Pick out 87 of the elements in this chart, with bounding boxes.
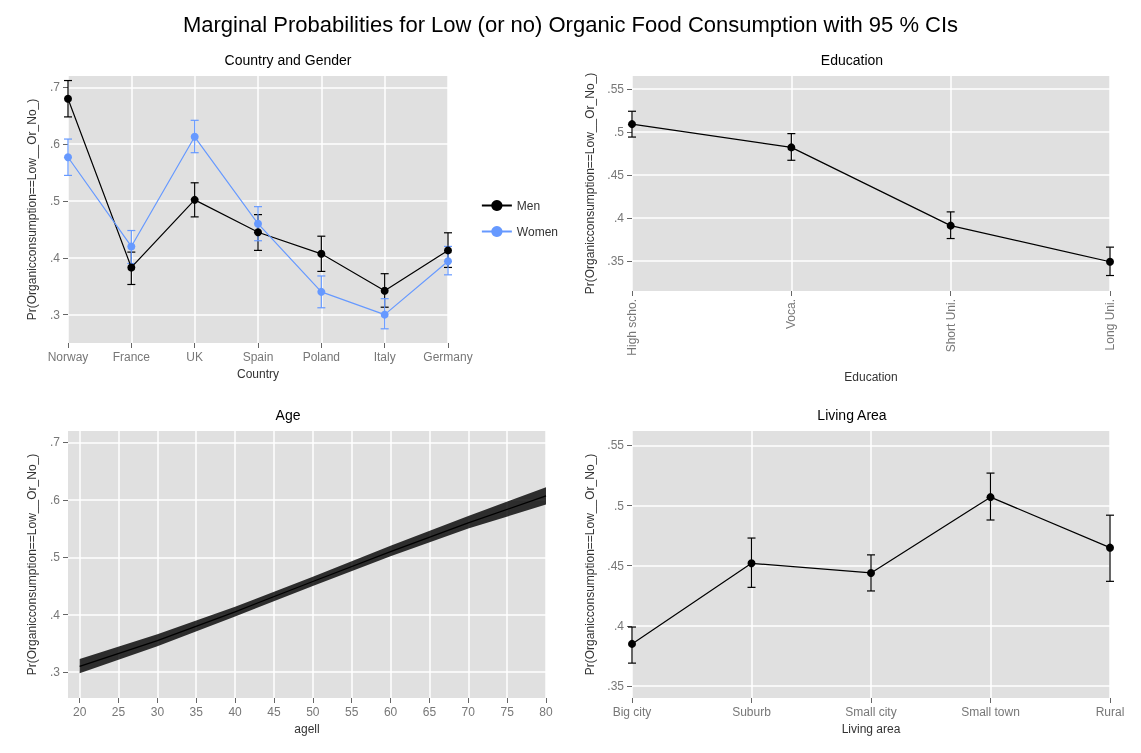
point bbox=[444, 257, 452, 266]
x-axis-title: Living area bbox=[841, 721, 901, 736]
x-tick-label: 55 bbox=[345, 705, 359, 719]
y-axis-title: Pr(Organicconsumption==Low__Or_No_) bbox=[25, 98, 39, 321]
y-tick-label: .5 bbox=[49, 193, 61, 208]
y-tick-label: .4 bbox=[49, 607, 61, 622]
x-tick-label: Poland bbox=[302, 350, 341, 364]
x-tick-label: 25 bbox=[111, 705, 126, 719]
x-tick-label: 75 bbox=[500, 705, 515, 719]
x-tick-label: Big city bbox=[612, 705, 652, 719]
x-tick-label: Small town bbox=[961, 705, 1020, 719]
point bbox=[747, 559, 756, 568]
x-tick-label: Suburb bbox=[732, 705, 772, 719]
x-tick-label: Short Uni. bbox=[943, 299, 958, 353]
x-tick-label: UK bbox=[186, 350, 203, 364]
chart-title: Living Area bbox=[817, 407, 887, 423]
point bbox=[317, 249, 326, 258]
x-axis-title: Education bbox=[844, 370, 898, 384]
text: Marginal Probabilities for Low (or no) Organic Food Consumption with 95 % CIs bbox=[181, 11, 960, 39]
point bbox=[444, 246, 452, 255]
y-tick-label: .55 bbox=[607, 81, 625, 96]
y-tick-label: .4 bbox=[49, 250, 61, 265]
x-tick-label: Spain bbox=[242, 350, 274, 364]
x-tick-label: 60 bbox=[383, 705, 398, 719]
y-tick-label: .55 bbox=[607, 438, 625, 453]
x-tick-label: 80 bbox=[539, 705, 553, 719]
y-tick-label: .3 bbox=[49, 307, 61, 322]
y-tick-label: .4 bbox=[613, 210, 625, 225]
point bbox=[64, 94, 72, 103]
point bbox=[628, 120, 636, 129]
point bbox=[190, 195, 199, 204]
x-tick-label: Norway bbox=[47, 350, 89, 364]
point bbox=[380, 286, 389, 295]
x-tick-label: 65 bbox=[422, 705, 437, 719]
x-tick-label: Long Uni. bbox=[1103, 299, 1117, 351]
y-axis-title: Pr(Organicconsumption==Low__Or_No_) bbox=[25, 453, 39, 676]
x-tick-label: Small city bbox=[845, 705, 897, 719]
x-axis-title: agell bbox=[294, 721, 320, 736]
y-tick-label: .6 bbox=[49, 137, 61, 152]
point bbox=[380, 310, 389, 319]
x-axis-title: Country bbox=[236, 366, 280, 381]
y-tick-label: .45 bbox=[607, 167, 625, 182]
point bbox=[254, 219, 262, 228]
x-tick-label: Italy bbox=[373, 350, 396, 364]
point bbox=[628, 639, 636, 648]
point bbox=[946, 221, 955, 230]
point bbox=[127, 263, 136, 272]
chart-title: Education bbox=[820, 52, 884, 68]
chart-title: Country and Gender bbox=[224, 52, 352, 68]
point bbox=[787, 143, 796, 152]
x-tick-label: High scho. bbox=[625, 299, 639, 356]
y-tick-label: .7 bbox=[49, 80, 61, 95]
point bbox=[867, 568, 875, 577]
x-tick-label: 30 bbox=[150, 705, 165, 719]
chart-title: Age bbox=[275, 407, 301, 423]
legend-label: Men bbox=[516, 198, 541, 213]
x-tick-label: France bbox=[112, 350, 151, 364]
y-tick-label: .45 bbox=[607, 558, 625, 573]
y-tick-label: .3 bbox=[49, 665, 61, 680]
y-axis-title: Pr(Organicconsumption==Low__Or_No_) bbox=[583, 72, 598, 295]
point bbox=[1106, 543, 1114, 552]
point bbox=[64, 153, 72, 162]
point bbox=[1106, 257, 1114, 266]
y-axis-title: Pr(Organicconsumption==Low__Or_No_) bbox=[583, 453, 598, 676]
x-tick-label: 20 bbox=[72, 705, 87, 719]
x-tick-label: 70 bbox=[461, 705, 476, 719]
x-tick-label: Rural bbox=[1095, 705, 1125, 719]
point bbox=[986, 493, 995, 502]
y-tick-label: .5 bbox=[613, 124, 625, 139]
y-tick-label: .35 bbox=[607, 253, 625, 268]
x-tick-label: 40 bbox=[228, 705, 243, 719]
y-tick-label: .5 bbox=[49, 550, 61, 565]
point bbox=[127, 242, 136, 251]
y-tick-label: .35 bbox=[607, 678, 625, 693]
y-tick-label: .4 bbox=[613, 618, 625, 633]
y-tick-label: .5 bbox=[613, 498, 625, 513]
x-tick-label: Voca. bbox=[784, 299, 799, 330]
x-tick-label: 50 bbox=[306, 705, 320, 719]
y-tick-label: .7 bbox=[49, 435, 61, 450]
legend-label: Women bbox=[516, 224, 559, 239]
point bbox=[317, 287, 326, 296]
x-tick-label: 45 bbox=[267, 705, 281, 719]
x-tick-label: Germany bbox=[423, 350, 473, 364]
y-tick-label: .6 bbox=[49, 492, 61, 507]
x-tick-label: 35 bbox=[189, 705, 204, 719]
point bbox=[254, 228, 262, 237]
point bbox=[190, 132, 199, 141]
